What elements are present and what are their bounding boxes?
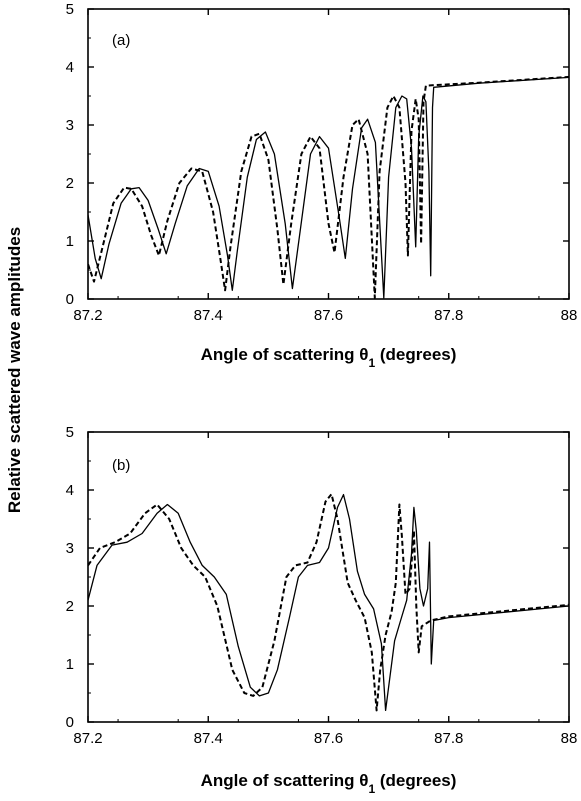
y-tick-label: 0 <box>66 714 74 731</box>
solid-series-line <box>88 76 569 299</box>
y-tick-label: 1 <box>66 233 74 250</box>
y-tick-label: 5 <box>66 424 74 441</box>
y-tick-label: 1 <box>66 656 74 673</box>
panel-a: 87.2 87.4 87.6 87.8 88 0 1 2 3 4 5 (a) Angle of scat… <box>66 1 578 370</box>
plot-frame <box>87 431 570 723</box>
y-tick-label: 4 <box>66 59 74 76</box>
x-axis-label: Angle of scattering θ1 (degrees) <box>201 771 457 796</box>
panel-b: 87.2 87.4 87.6 87.8 88 0 1 2 3 4 5 (b) Angle of scat… <box>66 424 578 796</box>
x-tick-label: 87.6 <box>314 730 343 747</box>
y-tick-label: 2 <box>66 598 74 615</box>
x-tick-label: 87.2 <box>73 730 102 747</box>
y-tick-label: 4 <box>66 482 74 499</box>
x-tick-label: 88 <box>561 730 578 747</box>
y-tick-label: 2 <box>66 175 74 192</box>
y-tick-label: 3 <box>66 117 74 134</box>
panel-label: (a) <box>112 32 130 49</box>
y-axis-label: Relative scattered wave amplitudes <box>5 227 24 513</box>
dashed-series-line <box>88 493 569 712</box>
y-tick-label: 5 <box>66 1 74 18</box>
y-tick-label: 3 <box>66 540 74 557</box>
x-tick-label: 87.6 <box>314 307 343 324</box>
plot-frame <box>87 8 570 300</box>
dashed-series-line <box>88 75 569 299</box>
solid-series-line <box>88 493 569 712</box>
x-tick-label: 88 <box>561 307 578 324</box>
x-tick-label: 87.8 <box>434 730 463 747</box>
x-tick-label: 87.8 <box>434 307 463 324</box>
x-axis-label: Angle of scattering θ1 (degrees) <box>201 345 457 370</box>
x-tick-label: 87.4 <box>194 730 223 747</box>
x-tick-label: 87.4 <box>194 307 223 324</box>
y-tick-label: 0 <box>66 291 74 308</box>
panel-label: (b) <box>112 457 130 474</box>
x-tick-label: 87.2 <box>73 307 102 324</box>
